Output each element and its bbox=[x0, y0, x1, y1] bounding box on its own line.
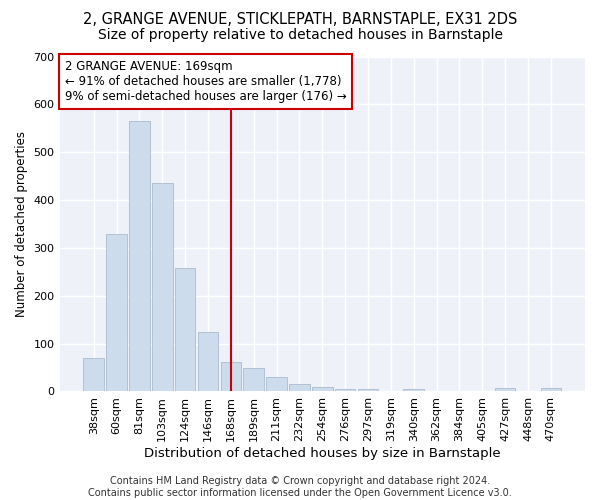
Bar bbox=[152, 184, 173, 392]
Bar bbox=[198, 332, 218, 392]
Y-axis label: Number of detached properties: Number of detached properties bbox=[15, 131, 28, 317]
Bar bbox=[358, 388, 378, 392]
Bar bbox=[129, 121, 150, 392]
Bar bbox=[289, 384, 310, 392]
Bar bbox=[335, 388, 355, 392]
Bar bbox=[83, 358, 104, 392]
Bar bbox=[541, 388, 561, 392]
Text: Contains HM Land Registry data © Crown copyright and database right 2024.
Contai: Contains HM Land Registry data © Crown c… bbox=[88, 476, 512, 498]
Bar bbox=[175, 268, 196, 392]
Bar bbox=[266, 377, 287, 392]
X-axis label: Distribution of detached houses by size in Barnstaple: Distribution of detached houses by size … bbox=[144, 447, 500, 460]
Bar bbox=[221, 362, 241, 392]
Bar bbox=[495, 388, 515, 392]
Bar bbox=[312, 386, 332, 392]
Text: 2 GRANGE AVENUE: 169sqm
← 91% of detached houses are smaller (1,778)
9% of semi-: 2 GRANGE AVENUE: 169sqm ← 91% of detache… bbox=[65, 60, 347, 103]
Bar bbox=[403, 389, 424, 392]
Text: Size of property relative to detached houses in Barnstaple: Size of property relative to detached ho… bbox=[97, 28, 503, 42]
Text: 2, GRANGE AVENUE, STICKLEPATH, BARNSTAPLE, EX31 2DS: 2, GRANGE AVENUE, STICKLEPATH, BARNSTAPL… bbox=[83, 12, 517, 28]
Bar bbox=[106, 234, 127, 392]
Bar bbox=[244, 368, 264, 392]
